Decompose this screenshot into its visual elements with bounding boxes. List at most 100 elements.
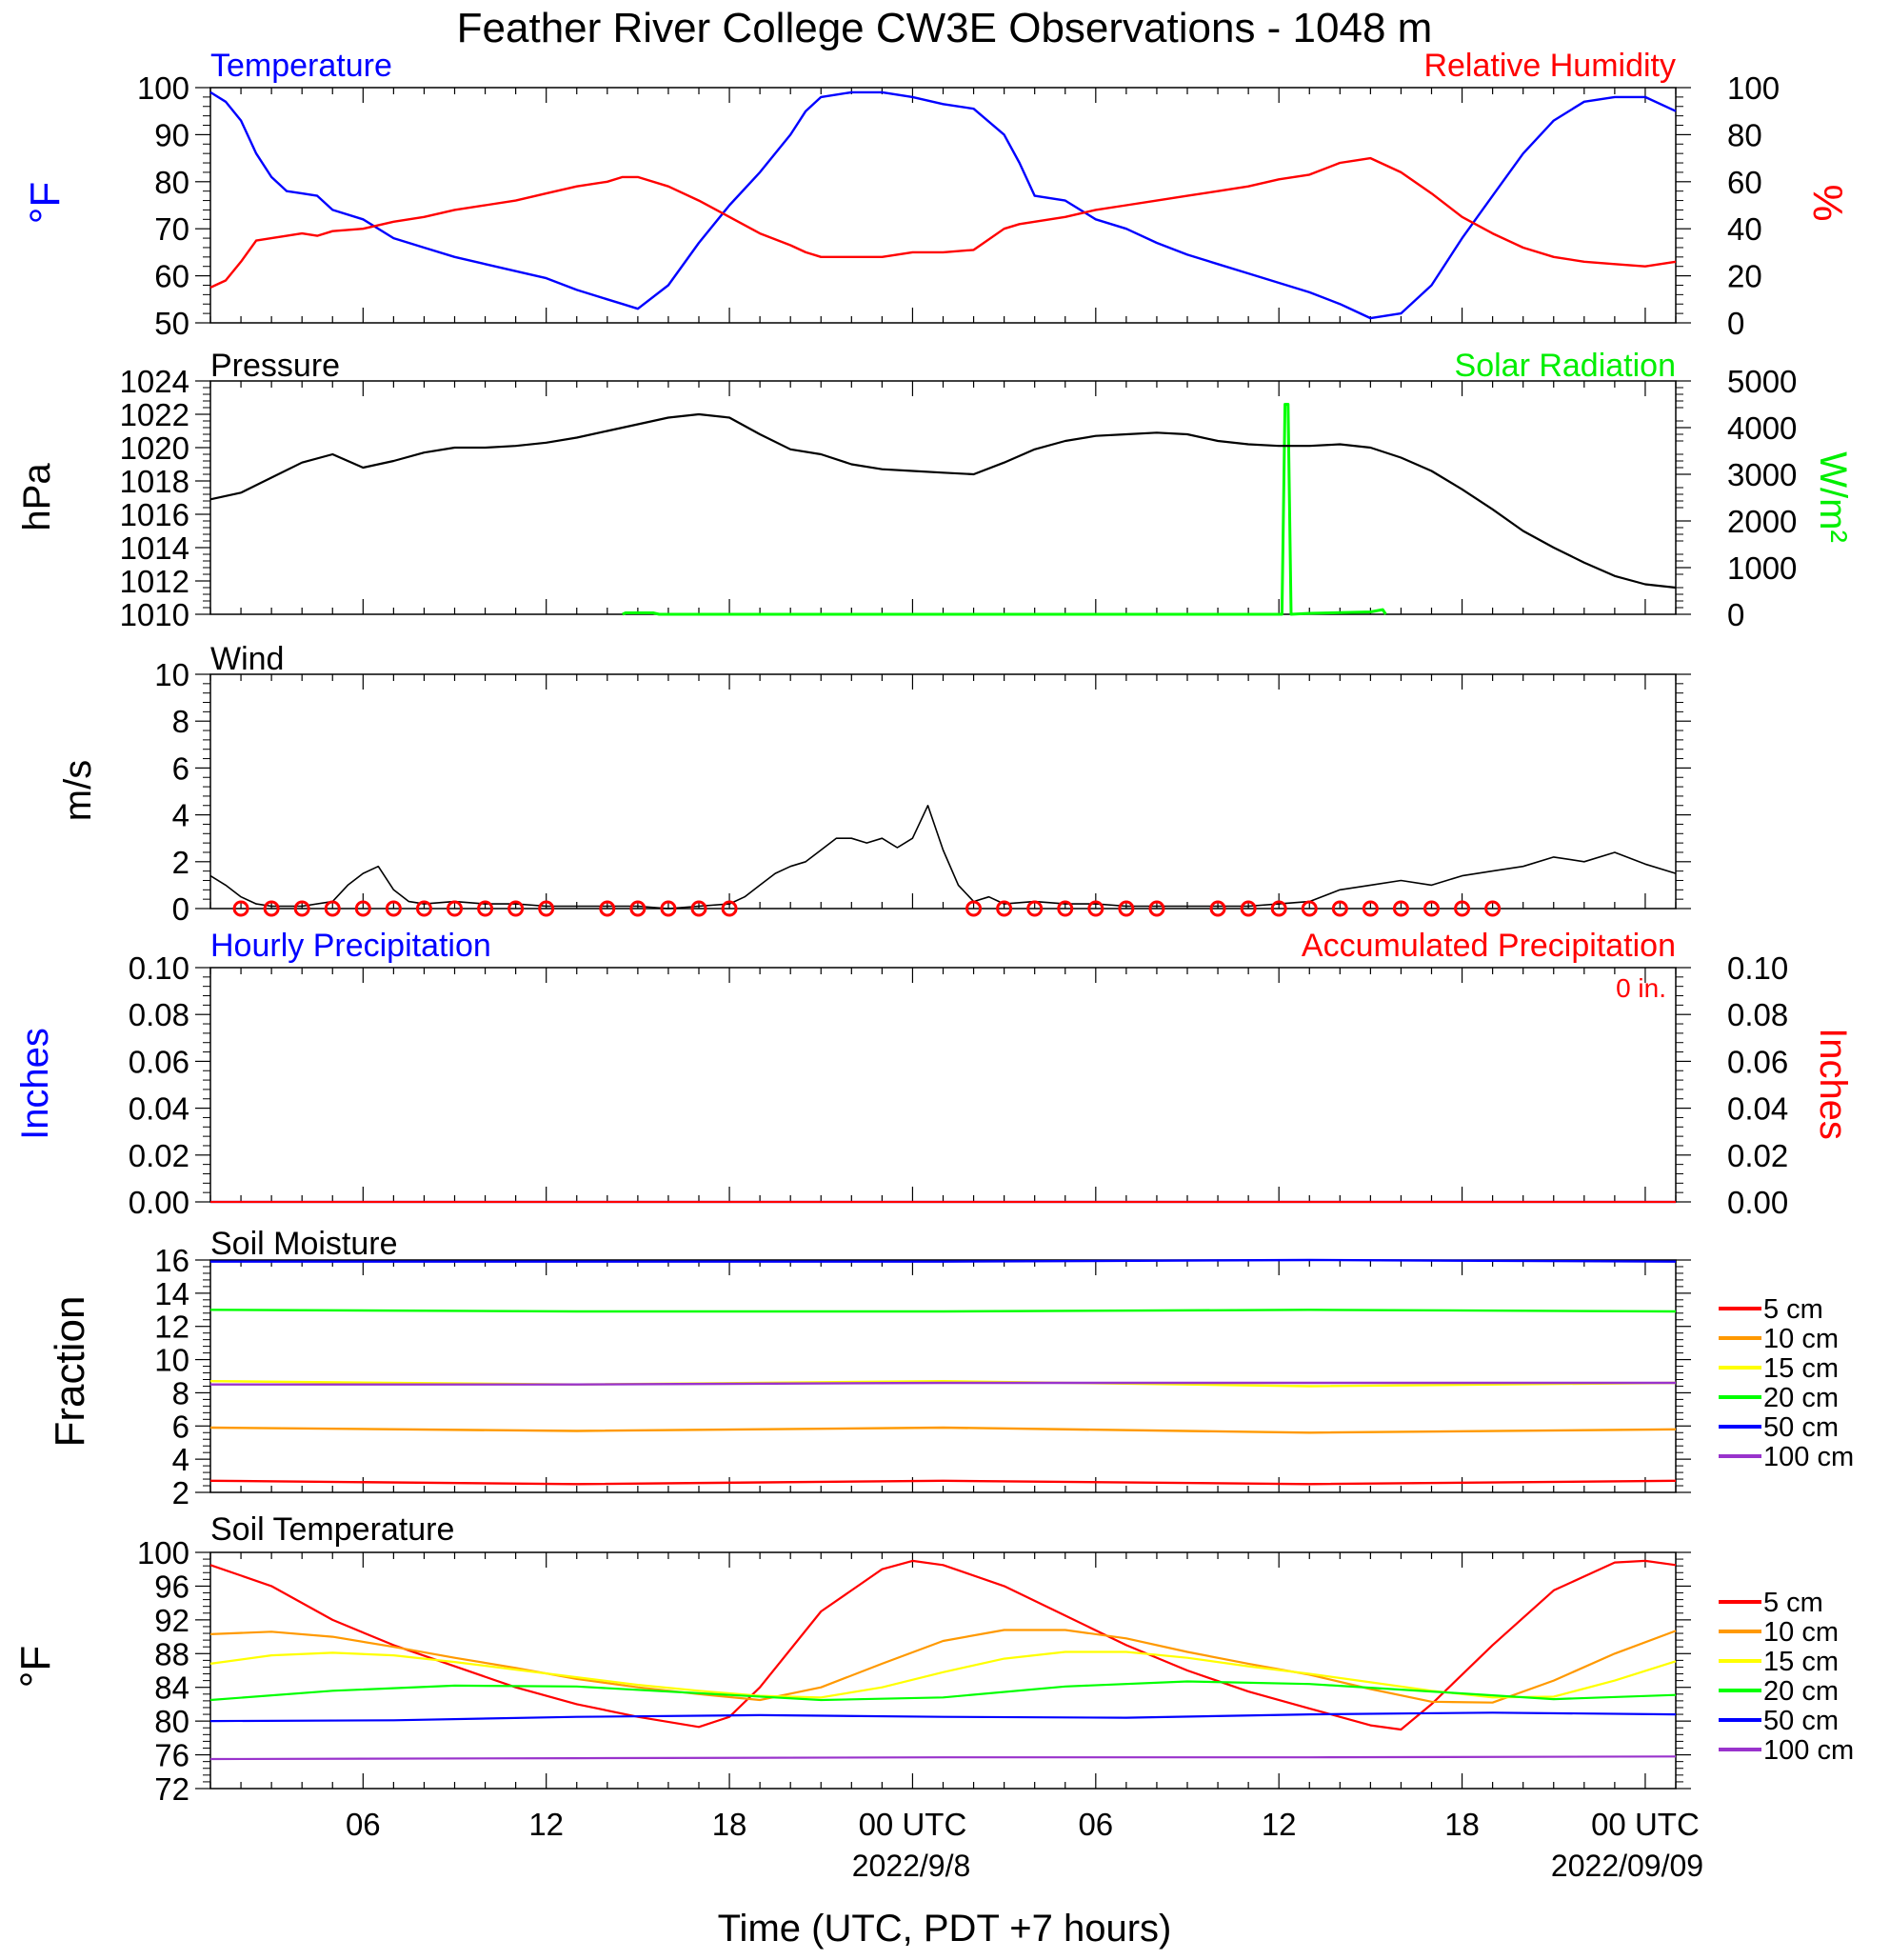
soil-temperature-legend-label: 100 cm [1763, 1735, 1854, 1766]
soil-temperature-panel-y-tick-label: 76 [154, 1738, 189, 1773]
wind-unit: m/s [57, 760, 99, 821]
calm-wind-marker [1423, 900, 1440, 917]
soil-moisture-legend-label: 20 cm [1763, 1383, 1839, 1413]
calm-wind-marker [1270, 900, 1287, 917]
calm-wind-marker [324, 900, 341, 917]
soil-temperature-legend-label: 20 cm [1763, 1676, 1839, 1707]
pressure-panel-y-tick-label: 1016 [120, 497, 189, 532]
soil-moisture-title: Soil Moisture [210, 1226, 398, 1262]
wind-panel-y-tick-label: 2 [172, 845, 189, 880]
calm-wind-marker [1148, 900, 1165, 917]
pressure-panel-y2-tick-label: 0 [1727, 597, 1744, 632]
pressure-line [209, 412, 1677, 590]
precip-panel-y2-tick-label: 0.02 [1727, 1138, 1788, 1173]
soil-temperature-legend-label: 5 cm [1763, 1588, 1823, 1618]
calm-wind-marker [447, 900, 463, 917]
x-tick-label: 06 [346, 1807, 381, 1842]
pressure-panel-y-tick-label: 1024 [120, 364, 189, 399]
panel-pressure: Pressure Solar Radiation hPa W/m² [16, 348, 1854, 543]
soil-moisture-legend-label: 10 cm [1763, 1324, 1839, 1354]
soil-moisture-panel-y-tick-label: 8 [172, 1375, 189, 1410]
pressure-panel-y-tick-label: 1020 [120, 430, 189, 466]
soil-moisture-panel-y-tick-label: 14 [154, 1276, 189, 1311]
pressure-panel-y2-tick-label: 2000 [1727, 504, 1797, 539]
chart-marks: 5060708090100020406080100101010121014101… [120, 70, 1855, 1842]
soil-temperature-line-100cm [209, 1755, 1677, 1761]
calm-wind-marker [721, 900, 738, 917]
calm-wind-marker [1392, 900, 1409, 917]
temperature-panel-y-tick-label: 70 [154, 211, 189, 247]
solar-unit: W/m² [1812, 451, 1854, 543]
humidity-title: Relative Humidity [1423, 48, 1676, 84]
precip-panel-y2-tick-label: 0.10 [1727, 950, 1788, 986]
pressure-panel-y2-tick-label: 1000 [1727, 550, 1797, 586]
soil-temperature-unit: °F [12, 1646, 59, 1688]
soil-temperature-legend-label: 15 cm [1763, 1647, 1839, 1677]
calm-wind-marker [660, 900, 677, 917]
panel-temperature: Temperature Relative Humidity °F % [22, 48, 1851, 224]
pressure-panel-y-tick-label: 1018 [120, 464, 189, 499]
soil-temperature-line-10cm [209, 1629, 1677, 1704]
solar-radiation-line [622, 403, 1387, 616]
calm-wind-marker [538, 900, 555, 917]
soil-moisture-legend-label: 100 cm [1763, 1442, 1854, 1472]
calm-wind-marker [1240, 900, 1257, 917]
x-tick-label: 12 [528, 1807, 564, 1842]
calm-wind-marker [415, 900, 432, 917]
soil-moisture-legend-label: 15 cm [1763, 1353, 1839, 1384]
hourly-precip-title: Hourly Precipitation [210, 928, 491, 964]
temperature-unit: °F [22, 182, 69, 224]
calm-wind-marker [1362, 900, 1379, 917]
soil-temperature-line-5cm [209, 1559, 1677, 1731]
temperature-panel-y-tick-label: 80 [154, 165, 189, 200]
humidity-line [209, 156, 1677, 289]
soil-temperature-panel-y-tick-label: 88 [154, 1636, 189, 1671]
soil-temperature-legend-label: 10 cm [1763, 1617, 1839, 1648]
soil-temperature-panel-y-tick-label: 72 [154, 1771, 189, 1807]
calm-wind-marker [1301, 900, 1318, 917]
calm-wind-marker [1331, 900, 1348, 917]
precip-panel-y2-tick-label: 0.00 [1727, 1185, 1788, 1220]
soil-moisture-panel-y-tick-label: 2 [172, 1475, 189, 1510]
soil-moisture-line-5cm [209, 1479, 1677, 1486]
calm-wind-marker [1026, 900, 1044, 917]
soil-temperature-panel-y-tick-label: 100 [137, 1535, 189, 1570]
soil-moisture-line-10cm [209, 1426, 1677, 1434]
calm-wind-marker [1209, 900, 1226, 917]
wind-panel-y-tick-label: 10 [154, 657, 189, 692]
calm-wind-marker [599, 900, 616, 917]
pressure-panel-y2-tick-label: 5000 [1727, 364, 1797, 399]
soil-moisture-panel-y-tick-label: 12 [154, 1310, 189, 1345]
panel-wind: Wind m/s [57, 641, 284, 821]
temperature-panel-y-tick-label: 100 [137, 70, 189, 106]
x-axis: 2022/9/8 2022/09/09 Time (UTC, PDT +7 ho… [718, 1849, 1703, 1950]
calm-wind-marker [293, 900, 310, 917]
temperature-panel-y2-tick-label: 80 [1727, 117, 1762, 152]
panel-soil-moisture: Soil Moisture Fraction [47, 1226, 398, 1447]
pressure-panel-y-tick-label: 1012 [120, 564, 189, 599]
precip-panel-y2-tick-label: 0.08 [1727, 997, 1788, 1032]
temperature-panel-y2-tick-label: 60 [1727, 165, 1762, 200]
humidity-unit: % [1804, 184, 1851, 221]
temperature-panel-y2-tick-label: 20 [1727, 259, 1762, 294]
soil-temperature-panel-y-tick-label: 96 [154, 1569, 189, 1604]
precip-panel-y-tick-label: 0.10 [129, 950, 189, 986]
soil-moisture-line-20cm [209, 1309, 1677, 1313]
soil-moisture-unit: Fraction [47, 1296, 93, 1448]
calm-wind-marker [1454, 900, 1471, 917]
calm-wind-marker [629, 900, 647, 917]
soil-temperature-title: Soil Temperature [210, 1511, 454, 1548]
calm-wind-marker [1087, 900, 1104, 917]
temperature-title: Temperature [210, 48, 392, 84]
calm-wind-marker [690, 900, 707, 917]
accum-precip-value: 0 in. [1616, 973, 1666, 1003]
wind-panel-y-tick-label: 6 [172, 750, 189, 786]
accum-precip-unit: Inches [1812, 1028, 1854, 1140]
wind-speed-line [209, 804, 1677, 910]
solar-title: Solar Radiation [1455, 348, 1676, 384]
temperature-panel-y-tick-label: 50 [154, 306, 189, 341]
temperature-panel-y2-tick-label: 0 [1727, 306, 1744, 341]
calm-wind-marker [263, 900, 280, 917]
calm-wind-marker [996, 900, 1013, 917]
